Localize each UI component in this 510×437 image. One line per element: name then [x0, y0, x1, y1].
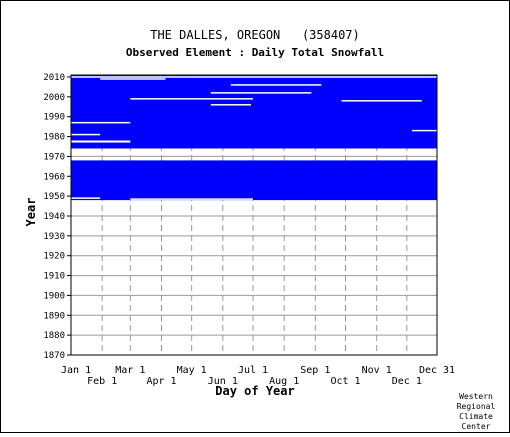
- x-tick-label: Aug 1: [269, 376, 299, 387]
- credit-line: Western: [459, 392, 493, 401]
- x-tick-label: Jul 1: [238, 365, 268, 376]
- missing-gap: [210, 104, 251, 106]
- chart-subtitle: Observed Element : Daily Total Snowfall: [126, 46, 384, 59]
- x-tick-label: Feb 1: [87, 376, 117, 387]
- missing-gap: [341, 100, 422, 102]
- missing-gap: [71, 133, 101, 136]
- missing-gap: [210, 92, 312, 94]
- y-tick-label: 1900: [43, 291, 65, 301]
- y-tick-label: 1880: [43, 331, 65, 341]
- data-block: [71, 160, 437, 201]
- x-tick-label: Oct 1: [330, 376, 360, 387]
- y-tick-label: 1980: [43, 133, 65, 143]
- y-tick-label: 1990: [43, 113, 65, 123]
- x-tick-label: Mar 1: [115, 365, 145, 376]
- x-tick-label: Sep 1: [300, 365, 330, 376]
- credit-line: Climate: [459, 412, 493, 421]
- y-tick-label: 1950: [43, 192, 65, 202]
- plot-border: [70, 74, 438, 356]
- y-tick-label: 1910: [43, 272, 65, 282]
- x-tick-label: Jan 1: [61, 365, 91, 376]
- missing-gap: [130, 98, 253, 100]
- y-tick-label: 1970: [43, 152, 65, 162]
- x-tick-label: Nov 1: [362, 365, 392, 376]
- y-tick-label: 1920: [43, 252, 65, 262]
- missing-gap: [411, 129, 437, 132]
- x-tick-label: Apr 1: [146, 376, 176, 387]
- credit-line: Center: [462, 422, 491, 431]
- y-tick-label: 1960: [43, 172, 65, 182]
- missing-gap: [100, 78, 166, 80]
- missing-gap: [71, 76, 437, 78]
- missing-gap: [71, 197, 101, 199]
- missing-gap: [130, 198, 253, 200]
- x-tick-label: Jun 1: [208, 376, 238, 387]
- missing-gap: [230, 84, 322, 86]
- x-axis-label: Day of Year: [215, 384, 294, 398]
- y-tick-label: 1890: [43, 311, 65, 321]
- y-tick-label: 2010: [43, 73, 65, 83]
- credit-block: Western Regional Climate Center: [457, 392, 496, 431]
- x-tick-label: May 1: [177, 365, 207, 376]
- y-tick-label: 2000: [43, 93, 65, 103]
- y-tick-label: 1940: [43, 212, 65, 222]
- y-tick-label: 1930: [43, 232, 65, 242]
- missing-gap: [71, 140, 131, 143]
- data-block: [71, 75, 437, 149]
- y-axis-label: Year: [24, 198, 38, 227]
- y-tick-label: 1870: [43, 351, 65, 361]
- missing-gap: [71, 121, 131, 124]
- x-tick-label: Dec 31: [419, 365, 455, 376]
- credit-line: Regional: [457, 402, 496, 411]
- x-tick-label: Dec 1: [392, 376, 422, 387]
- chart-title: THE DALLES, OREGON (358407): [150, 28, 360, 42]
